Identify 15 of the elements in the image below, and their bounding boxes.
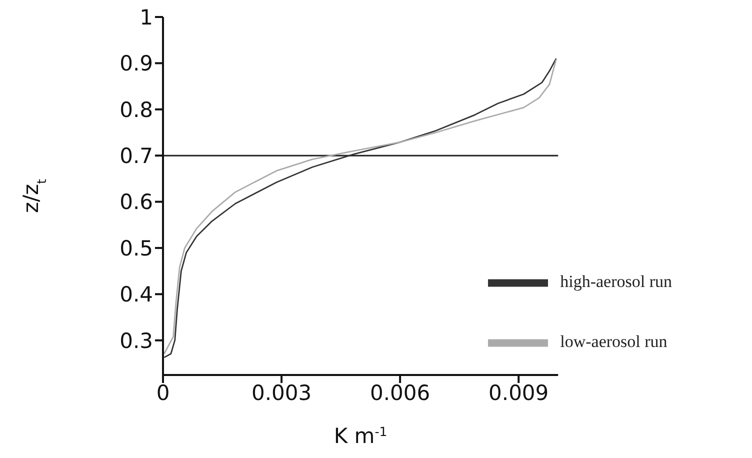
x-axis-title: K m$^{-1}$ — [334, 424, 388, 448]
y-tick-label: 0.4 — [120, 282, 153, 307]
y-tick-label: 0.9 — [120, 52, 153, 76]
legend-label: low-aerosol run — [560, 332, 668, 351]
legend-label: high-aerosol run — [560, 272, 672, 291]
y-tick-label: 0.7 — [120, 144, 153, 168]
x-tick-label: 0.006 — [370, 380, 430, 405]
y-tick-label: 0.6 — [120, 190, 153, 214]
x-tick-label: 0 — [156, 380, 170, 405]
y-tick-label: 0.3 — [120, 328, 153, 353]
x-tick-label: 0.009 — [488, 380, 549, 405]
y-tick-label: 1 — [140, 5, 153, 30]
y-tick-label: 0.8 — [120, 98, 153, 122]
y-tick-label: 0.5 — [120, 236, 153, 260]
x-tick-label: 0.003 — [251, 380, 312, 405]
